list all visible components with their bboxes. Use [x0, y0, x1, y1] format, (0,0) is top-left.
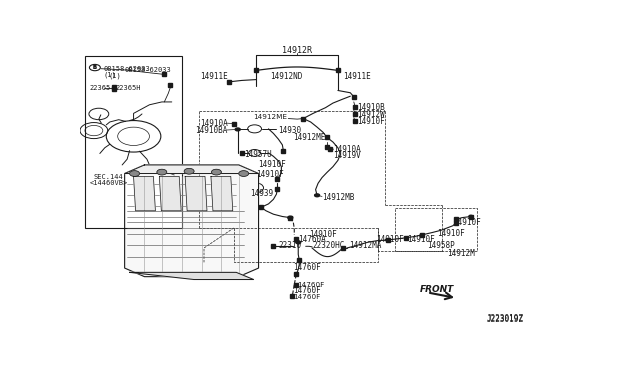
- Text: 14919V: 14919V: [333, 151, 361, 160]
- Text: 14910B: 14910B: [356, 103, 385, 112]
- Text: 14760F: 14760F: [293, 263, 321, 272]
- Text: J223019Z: J223019Z: [486, 315, 524, 324]
- Text: 14910A: 14910A: [200, 119, 228, 128]
- Text: 14910F: 14910F: [309, 230, 337, 239]
- Text: 22310: 22310: [278, 241, 301, 250]
- Text: (1): (1): [109, 72, 122, 78]
- Text: 14760A: 14760A: [298, 235, 326, 244]
- Circle shape: [296, 241, 301, 244]
- Text: <14460VB>: <14460VB>: [90, 180, 128, 186]
- Text: B: B: [93, 65, 97, 70]
- Polygon shape: [134, 176, 156, 211]
- Polygon shape: [185, 176, 207, 211]
- Circle shape: [129, 171, 140, 176]
- Text: 14760F: 14760F: [297, 282, 324, 288]
- Text: 14910F: 14910F: [356, 117, 385, 126]
- Circle shape: [420, 234, 424, 236]
- Text: 14910F: 14910F: [259, 160, 286, 169]
- Text: J223019Z: J223019Z: [486, 314, 524, 323]
- Text: 14930: 14930: [278, 126, 301, 135]
- Circle shape: [157, 169, 167, 175]
- Text: 08158-62033: 08158-62033: [104, 66, 150, 72]
- Text: 14760F: 14760F: [293, 294, 321, 300]
- Text: 14910A: 14910A: [333, 145, 361, 154]
- Text: B: B: [93, 65, 97, 70]
- Text: 14939: 14939: [250, 189, 273, 198]
- Text: 14912MB: 14912MB: [322, 193, 355, 202]
- Text: 14957U: 14957U: [244, 150, 271, 160]
- Text: 14760F: 14760F: [293, 286, 321, 295]
- Circle shape: [315, 194, 319, 197]
- Text: 14910F: 14910F: [437, 229, 465, 238]
- Circle shape: [385, 239, 390, 241]
- Text: 14910F: 14910F: [376, 235, 404, 244]
- Text: 14912ND: 14912ND: [269, 72, 302, 81]
- Text: 14911E: 14911E: [200, 72, 228, 81]
- Polygon shape: [129, 272, 253, 279]
- Text: 14912MA: 14912MA: [349, 241, 381, 250]
- Text: 14958P: 14958P: [428, 241, 455, 250]
- Text: 14910F: 14910F: [256, 170, 284, 179]
- Text: 14910F: 14910F: [453, 218, 481, 227]
- Circle shape: [469, 215, 473, 218]
- Text: 14912W: 14912W: [356, 110, 385, 119]
- Circle shape: [288, 216, 292, 219]
- Text: FRONT: FRONT: [420, 285, 454, 294]
- Text: 08158-62033: 08158-62033: [125, 67, 172, 73]
- Text: 14912R: 14912R: [282, 46, 312, 55]
- Text: SEC.144: SEC.144: [94, 174, 124, 180]
- Text: 22365H: 22365H: [116, 85, 141, 91]
- Text: 22320HC: 22320HC: [312, 241, 344, 250]
- Polygon shape: [211, 176, 233, 211]
- Text: 14911E: 14911E: [343, 72, 371, 81]
- Circle shape: [184, 169, 194, 174]
- Polygon shape: [125, 165, 259, 277]
- Text: 14912ME: 14912ME: [253, 115, 287, 121]
- Text: 14912M: 14912M: [447, 249, 475, 258]
- Text: 14912ME: 14912ME: [293, 133, 326, 142]
- Text: 22365: 22365: [90, 85, 111, 91]
- Circle shape: [239, 171, 249, 176]
- Circle shape: [211, 169, 221, 175]
- Circle shape: [236, 128, 240, 131]
- Text: 14910F: 14910F: [408, 235, 435, 244]
- Polygon shape: [125, 165, 259, 173]
- FancyBboxPatch shape: [85, 56, 182, 228]
- Text: 14910BA: 14910BA: [195, 126, 228, 135]
- Text: (1): (1): [104, 71, 116, 78]
- Polygon shape: [159, 176, 181, 211]
